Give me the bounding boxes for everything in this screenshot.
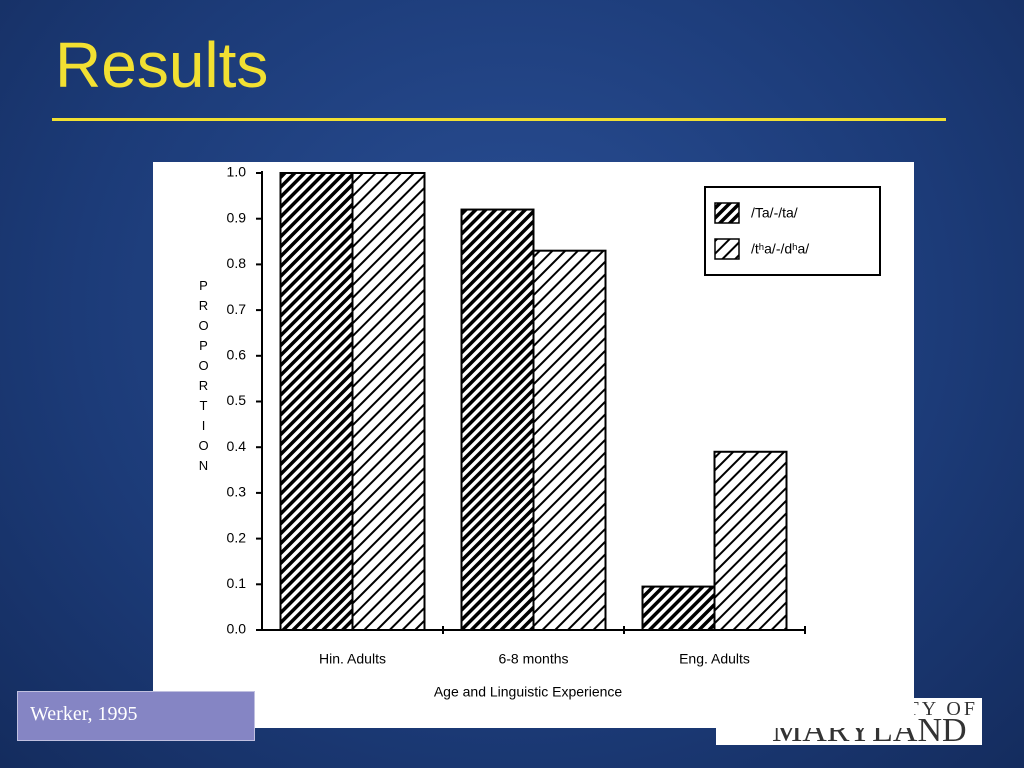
y-tick-label: 0.3 [227, 484, 247, 500]
x-tick-label: Eng. Adults [679, 651, 750, 667]
legend-swatch [714, 202, 740, 224]
x-tick-label: 6-8 months [498, 651, 568, 667]
bar [532, 249, 607, 631]
legend-label: /Ta/-/ta/ [751, 205, 798, 221]
legend-swatch [714, 238, 740, 260]
y-tick-label: 0.7 [227, 301, 247, 317]
y-tick-label: 0.2 [227, 529, 247, 545]
y-tick-label: 0.9 [227, 209, 247, 225]
y-tick-label: 1.0 [227, 164, 247, 180]
title-rule [52, 118, 946, 121]
y-tick-label: 0.6 [227, 347, 247, 363]
y-tick-label: 0.0 [227, 621, 247, 637]
bar [713, 450, 788, 631]
legend-label: /tʰa/-/dʰa/ [751, 241, 809, 257]
bar [641, 585, 716, 632]
y-axis-label: PROPORTION [196, 278, 211, 478]
citation: Werker, 1995 [17, 691, 255, 741]
legend-box [704, 186, 881, 276]
x-axis-label: Age and Linguistic Experience [434, 684, 623, 700]
slide-title: Results [55, 29, 269, 101]
y-tick-label: 0.8 [227, 255, 247, 271]
x-tick-label: Hin. Adults [319, 651, 386, 667]
y-tick-label: 0.5 [227, 392, 247, 408]
bar [279, 172, 354, 631]
y-tick-label: 0.4 [227, 438, 247, 454]
y-tick-label: 0.1 [227, 575, 247, 591]
logo-text: TY OF [906, 698, 978, 720]
bar [460, 208, 535, 631]
bar [351, 172, 426, 631]
